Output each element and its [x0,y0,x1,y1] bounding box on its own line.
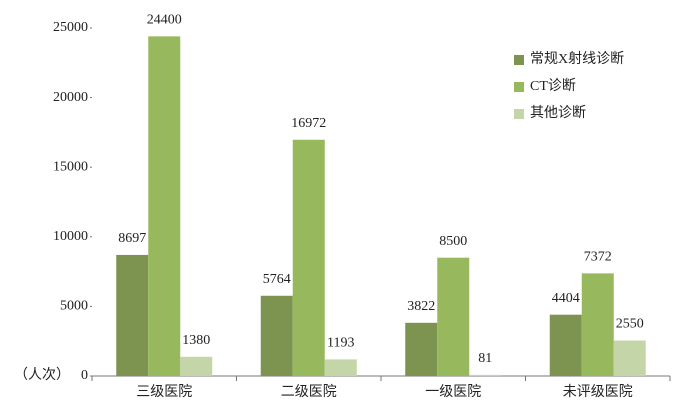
y-axis-label: （人次） [14,367,70,383]
data-label: 2550 [616,317,644,332]
data-label: 16972 [291,116,326,131]
bar [260,295,293,376]
data-label: 5764 [263,272,291,287]
data-label: 1380 [182,333,210,348]
bar [581,273,614,376]
data-label: 8697 [118,231,146,246]
bar [180,356,213,376]
x-tick-label: 一级医院 [425,384,481,400]
bar [613,340,646,376]
x-tick-label: 三级医院 [136,384,192,400]
bar [292,139,325,376]
y-tick-label: 0 [81,368,88,383]
data-label: 1193 [327,336,354,351]
bar [324,359,357,376]
x-tick-label: 未评级医院 [563,384,633,400]
data-label: 24400 [147,13,182,28]
legend-swatch [514,55,524,65]
bar [405,322,438,376]
bar [437,257,470,376]
data-label: 81 [478,351,492,366]
data-label: 7372 [584,250,612,265]
legend-swatch [514,109,524,119]
bar [549,314,582,376]
data-label: 8500 [439,234,467,249]
x-tick-label: 二级医院 [281,384,337,400]
legend-label: 其他诊断 [530,105,586,121]
bar [469,374,502,376]
y-tick-label: 15000 [53,159,88,174]
legend-label: CT诊断 [530,78,576,94]
y-tick-label: 25000 [53,20,88,35]
data-label: 3822 [407,299,435,314]
y-tick-label: 5000 [60,299,88,314]
data-label: 4404 [552,291,580,306]
y-tick-label: 20000 [53,90,88,105]
bar [148,36,181,377]
legend-label: 常规X射线诊断 [530,51,624,67]
bar [116,254,149,376]
legend-swatch [514,82,524,92]
y-tick-label: 10000 [53,229,88,244]
